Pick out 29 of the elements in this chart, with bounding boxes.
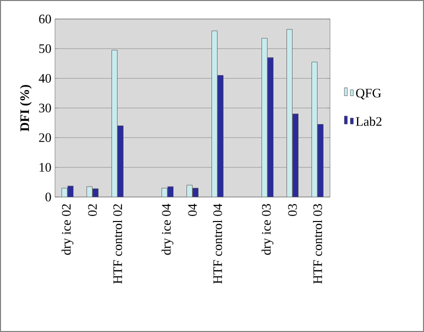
x-tick-label: 02: [88, 204, 97, 216]
y-tick-label: 40: [38, 74, 51, 83]
y-tick-label: 60: [39, 14, 51, 24]
x-tick-label: dry ice 03: [262, 204, 274, 255]
bar: [112, 50, 118, 197]
y-tick-label: 50: [39, 44, 51, 54]
legend-label: Lab2: [356, 116, 382, 126]
bar: [212, 30, 218, 197]
y-tick-label: 0: [46, 192, 51, 202]
bar: [292, 114, 298, 197]
y-tick-label: 30: [39, 104, 51, 112]
bar: [318, 124, 324, 197]
y-tick-label: 10: [40, 162, 51, 172]
legend-label: QFG: [356, 88, 382, 100]
x-tick-label: 04: [188, 204, 197, 216]
bar: [118, 126, 124, 197]
x-tick-label: HTF control 02: [112, 204, 122, 284]
y-tick-label: 20: [39, 133, 51, 142]
bar: [286, 29, 292, 197]
x-tick-label: HTF control 03: [312, 204, 322, 284]
bar: [268, 57, 274, 197]
x-tick-label: 03: [288, 204, 297, 216]
y-axis-title: DFI (%): [20, 85, 32, 132]
bar: [218, 75, 224, 197]
bar: [312, 62, 318, 197]
x-tick-label: dry ice 04: [162, 204, 174, 255]
bar: [262, 38, 268, 197]
x-tick-label: dry ice 02: [62, 204, 74, 255]
x-tick-label: HTF control 04: [212, 204, 222, 284]
